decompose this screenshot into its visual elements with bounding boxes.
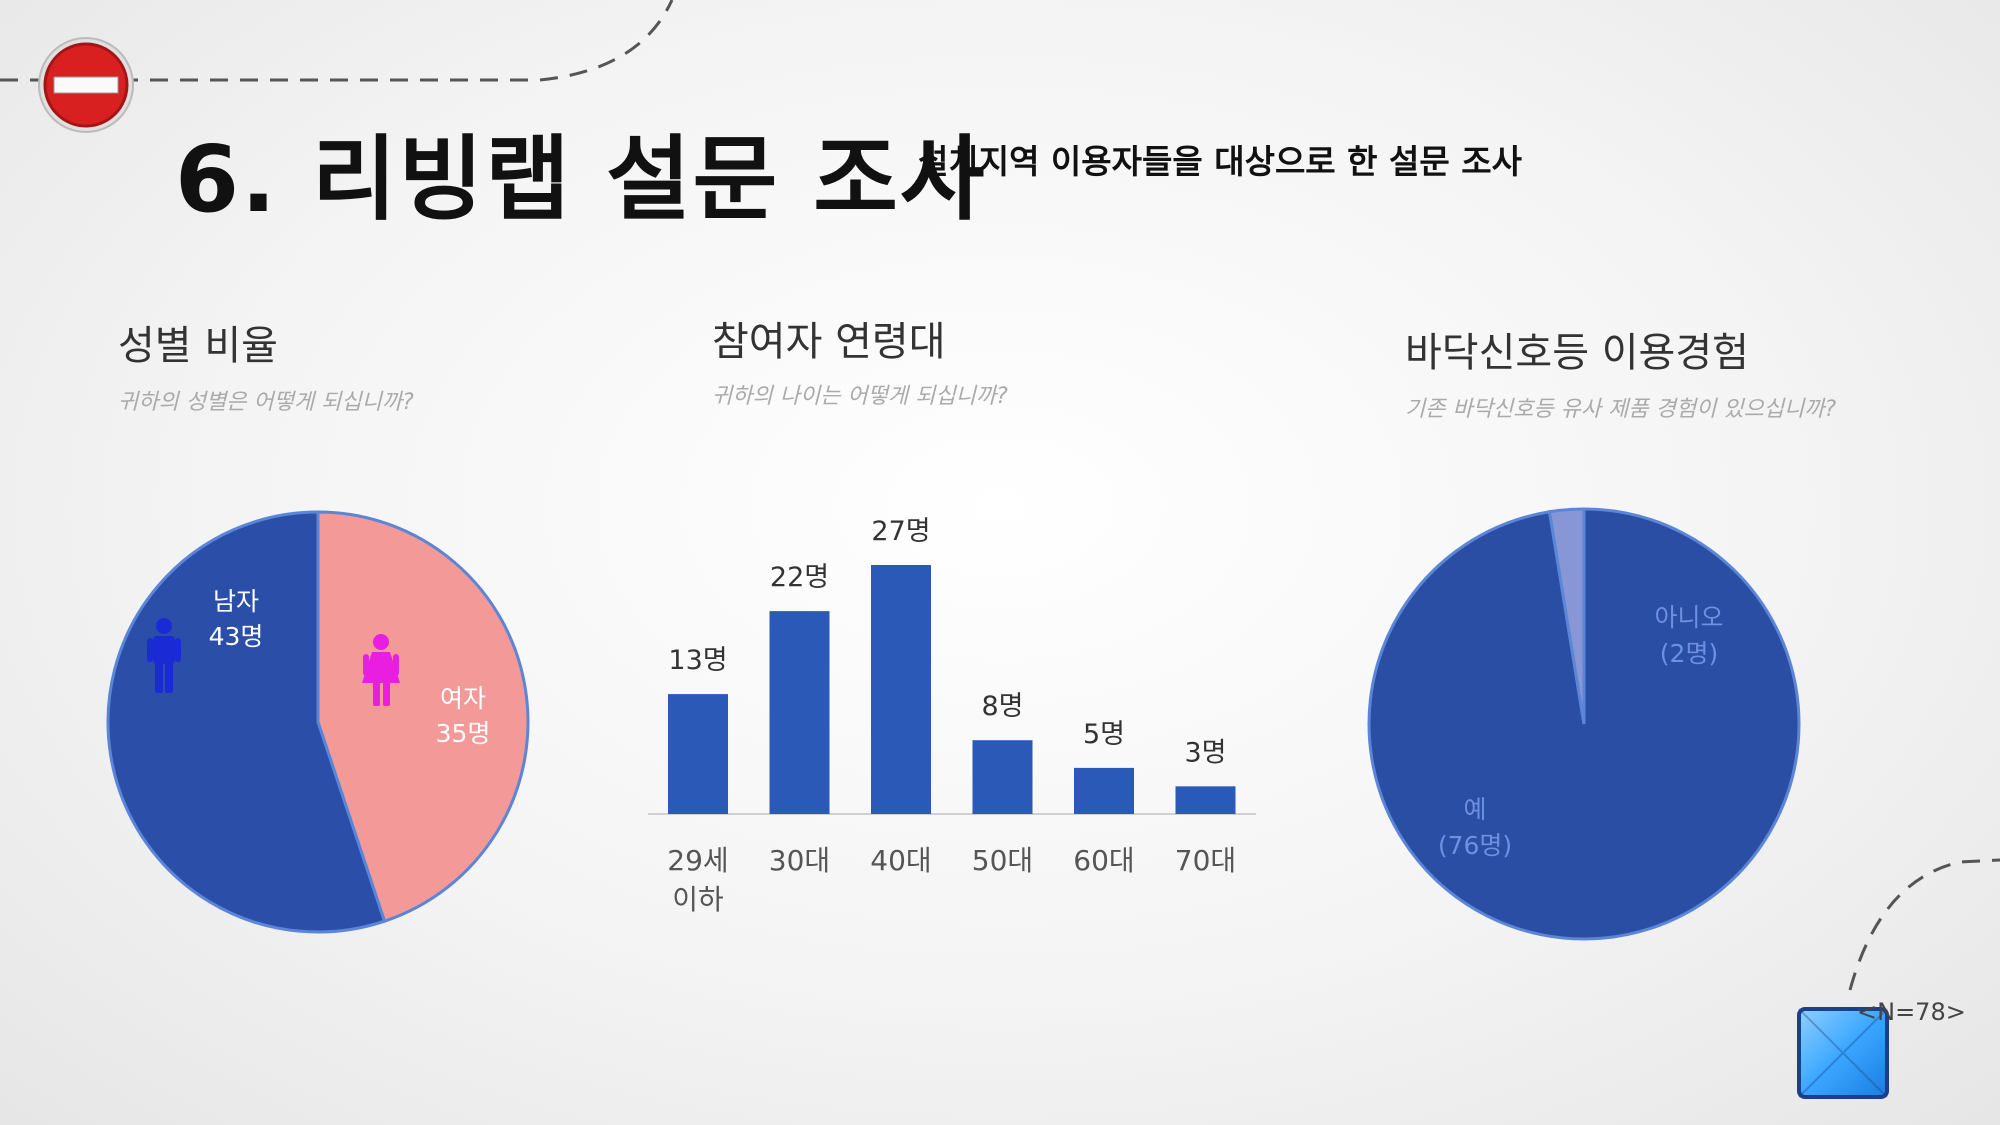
bar-value-label-5: 3명 [1184,737,1226,768]
pie-value-no: (2명) [1660,639,1718,668]
pie-slice-female [316,510,530,924]
bar-value-label-3: 8명 [981,691,1023,722]
bar-category-label-3: 50대 [972,844,1033,877]
experience-section-question: 기존 바닥신호등 유사 제품 경험이 있으십니까? [1405,397,1837,422]
gender-section-title: 성별 비율 [118,323,278,369]
bar-category-label-5: 70대 [1175,844,1236,877]
floor-signal-light-icon [1797,1007,1889,1099]
pie-value-yes: (76명) [1438,831,1512,860]
bar-category-label-4: 60대 [1073,844,1134,877]
bar-1 [769,611,830,814]
pie-value-female: 35명 [436,719,491,748]
bar-0 [668,694,728,814]
bar-3 [972,740,1033,814]
page-title: 6. 리빙랩 설문 조사 [175,126,987,233]
pie-label-female: 여자 [440,684,486,713]
age-section-title: 참여자 연령대 [712,319,946,365]
sample-size-label: <N=78> [1857,998,1966,1026]
bar-4 [1074,767,1134,814]
pie-label-no: 아니오 [1654,603,1723,632]
bar-value-label-4: 5명 [1083,719,1125,750]
gender-section-question: 귀하의 성별은 어떻게 되십니까? [118,390,414,415]
bar-category-label-1: 30대 [769,844,830,877]
pie-slice-no [1547,507,1586,725]
pie-slice-male [106,510,387,934]
bar-value-label-1: 22명 [770,562,829,593]
age-section-question: 귀하의 나이는 어떻게 되십니까? [712,384,1008,409]
pie-value-male: 43명 [209,622,264,651]
male-person-icon [147,618,181,693]
experience-section-title: 바닥신호등 이용경험 [1405,330,1749,376]
bar-category-label-2: 40대 [870,844,931,877]
pie-label-yes: 예 [1463,795,1486,824]
no-entry-sign-icon [38,37,134,133]
bar-value-label-0: 13명 [668,645,727,676]
bar-value-label-2: 27명 [871,516,930,547]
bar-5 [1175,786,1236,814]
bar-2 [871,565,931,814]
bar-category-label-0-line2: 이하 [672,883,724,916]
page-subtitle: 설치지역 이용자들을 대상으로 한 설문 조사 [918,142,1522,181]
bar-category-label-0: 29세 [667,844,728,877]
pie-label-male: 남자 [213,587,259,616]
female-person-icon [362,634,400,706]
